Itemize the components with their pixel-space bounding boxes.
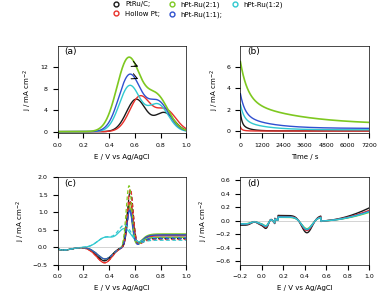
Text: (d): (d) [247, 179, 260, 188]
Text: (b): (b) [247, 47, 260, 56]
X-axis label: Time / s: Time / s [291, 154, 319, 159]
Text: (c): (c) [64, 179, 76, 188]
Y-axis label: j / mA cm$^{-2}$: j / mA cm$^{-2}$ [209, 68, 221, 110]
Text: (a): (a) [64, 47, 76, 56]
X-axis label: E / V vs Ag/AgCl: E / V vs Ag/AgCl [94, 154, 150, 159]
Y-axis label: j / mA cm$^{-2}$: j / mA cm$^{-2}$ [15, 200, 27, 242]
X-axis label: E / V vs Ag/AgCl: E / V vs Ag/AgCl [94, 285, 150, 291]
Legend: PtRu/C;, Hollow Pt;, hPt-Ru(2:1), hPt-Ru(1:1);, hPt-Ru(1:2): PtRu/C;, Hollow Pt;, hPt-Ru(2:1), hPt-Ru… [108, 0, 284, 18]
Y-axis label: j / mA cm$^{-2}$: j / mA cm$^{-2}$ [22, 68, 34, 110]
Y-axis label: j / mA cm$^{-2}$: j / mA cm$^{-2}$ [198, 200, 210, 242]
X-axis label: E / V vs Ag/AgCl: E / V vs Ag/AgCl [277, 285, 332, 291]
